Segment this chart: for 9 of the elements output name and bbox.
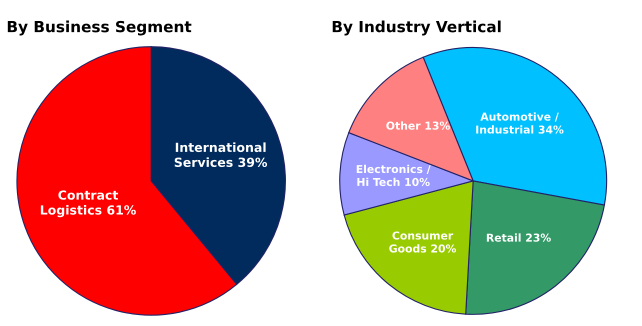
slice-label: Automotive / Industrial 34% xyxy=(476,112,564,134)
chart-title: By Industry Vertical xyxy=(332,20,501,36)
slice-label: Retail 23% xyxy=(486,233,551,242)
slice-label: Other 13% xyxy=(386,121,450,130)
slice-label: International Services 39% xyxy=(174,142,268,168)
slice-label: Electronics / Hi Tech 10% xyxy=(356,164,431,186)
slice-label: Contract Logistics 61% xyxy=(40,190,136,218)
slice-label: Consumer Goods 20% xyxy=(389,231,456,253)
chart-title: By Business Segment xyxy=(8,20,192,36)
